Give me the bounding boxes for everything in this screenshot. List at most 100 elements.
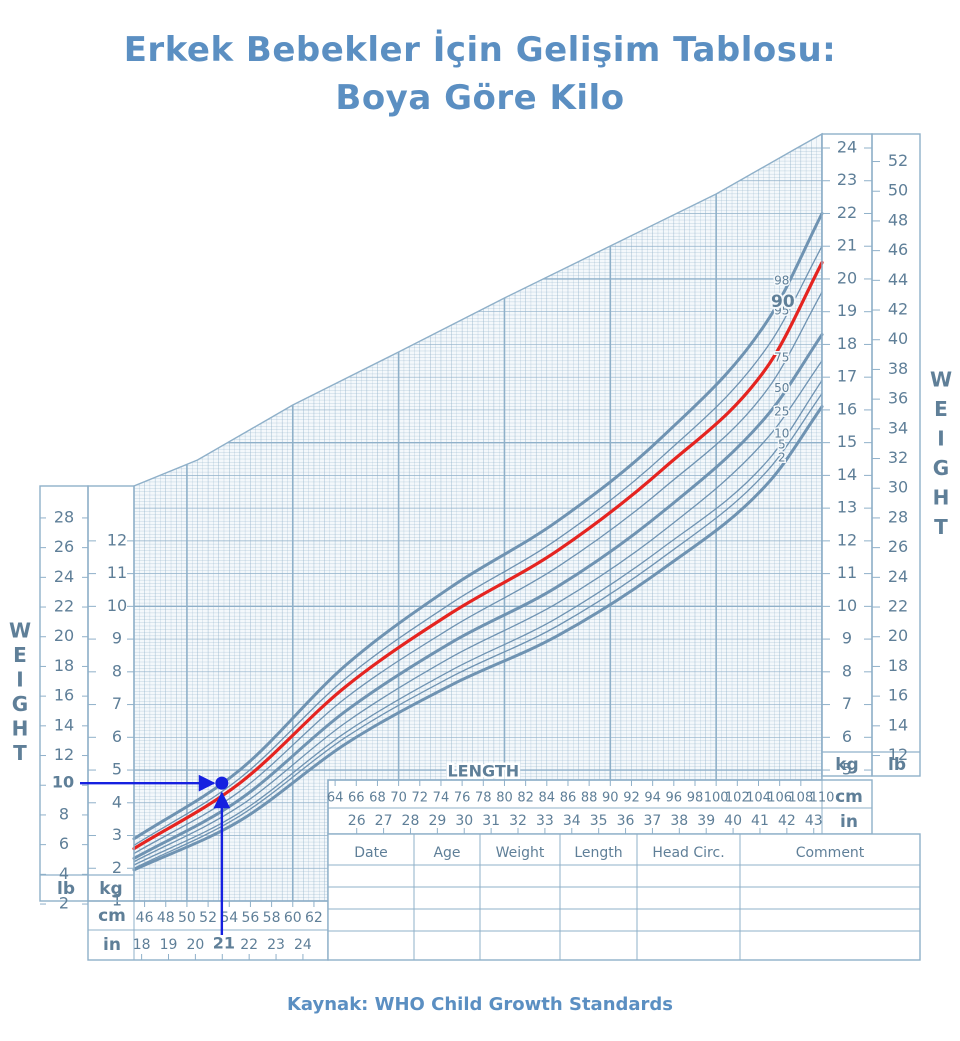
cm-tick-label-high: 78: [475, 791, 492, 806]
in-unit-label-high: in: [840, 812, 858, 832]
kg-tick-label-left: 5: [112, 760, 122, 779]
y-axis-title-left-letter: G: [12, 692, 28, 716]
record-table-header: Head Circ.: [652, 845, 724, 861]
lb-tick-label-right: 26: [888, 537, 908, 556]
lb-tick-label-right: 40: [888, 329, 908, 348]
cm-tick-label-high: 90: [602, 791, 619, 806]
kg-tick-label-left: 1: [112, 891, 122, 910]
in-tick-label-high: 33: [536, 813, 554, 829]
cm-tick-label-high: 74: [433, 791, 450, 806]
kg-tick-label-left: 8: [112, 661, 122, 680]
kg-tick-label-right: 20: [837, 268, 857, 287]
kg-tick-label-left: 12: [107, 530, 127, 549]
in-tick-label-high: 41: [751, 813, 769, 829]
y-axis-title-right-letter: G: [933, 456, 949, 480]
percentile-50-label: 50: [774, 381, 789, 395]
lb-tick-label-right: 38: [888, 359, 908, 378]
kg-tick-label-left: 4: [112, 792, 122, 811]
in-tick-label-low: 23: [267, 937, 285, 953]
cm-tick-label-high: 98: [687, 791, 704, 806]
cm-tick-label-high: 108: [788, 791, 813, 806]
lb-tick-label-right: 16: [888, 686, 908, 705]
right-lb-panel: [871, 133, 921, 777]
cm-tick-label-low: 62: [305, 910, 323, 926]
record-table-header: Date: [354, 845, 387, 861]
in-tick-label-high: 38: [670, 813, 688, 829]
kg-tick-label-right: 6: [842, 727, 852, 746]
cm-tick-label-high: 96: [666, 791, 683, 806]
kg-tick-label-right: 9: [842, 629, 852, 648]
cm-tick-label-low: 54: [220, 910, 238, 926]
lb-tick-label-right: 46: [888, 240, 908, 259]
in-tick-label-high: 28: [402, 813, 420, 829]
in-tick-label-high: 40: [724, 813, 742, 829]
lb-tick-label-left: 22: [54, 597, 74, 616]
cm-tick-label-low: 50: [178, 910, 196, 926]
percentile-10-label: 10: [774, 427, 789, 441]
cm-tick-label-high: 76: [454, 791, 471, 806]
in-tick-label-high: 30: [455, 813, 473, 829]
percentile-75-label: 75: [774, 351, 789, 365]
cm-unit-label-low: cm: [98, 906, 126, 926]
in-tick-label-high: 39: [697, 813, 715, 829]
cm-tick-label-high: 82: [517, 791, 534, 806]
lb-tick-label-right: 36: [888, 389, 908, 408]
lb-tick-label-right: 14: [888, 715, 908, 734]
lb-tick-label-right: 20: [888, 626, 908, 645]
kg-tick-label-right: 21: [837, 236, 857, 255]
cm-tick-label-low: 46: [136, 910, 154, 926]
kg-tick-label-right: 5: [842, 760, 852, 779]
percentile-75-line: [133, 291, 823, 855]
cm-tick-label-high: 80: [496, 791, 513, 806]
lb-tick-label-left: 10: [54, 775, 74, 794]
cm-tick-label-high: 110: [810, 791, 835, 806]
source-caption: Kaynak: WHO Child Growth Standards: [286, 994, 674, 1015]
lb-tick-label-left: 24: [54, 567, 74, 586]
y-axis-title-right-letter: I: [937, 427, 944, 451]
y-axis-title-left-letter: T: [13, 741, 27, 765]
in-unit-label-low: in: [103, 935, 121, 955]
kg-tick-label-left: 3: [112, 825, 122, 844]
cm-tick-label-high: 72: [412, 791, 429, 806]
lb-tick-label-right: 18: [888, 656, 908, 675]
chart-title-line-1: Erkek Bebekler İçin Gelişim Tablosu:: [123, 30, 837, 70]
in-tick-label-high: 26: [348, 813, 366, 829]
lb-tick-label-right: 42: [888, 300, 908, 319]
percentile-25-line: [133, 360, 823, 863]
record-table-header: Weight: [496, 845, 545, 861]
lb-tick-label-right: 44: [888, 270, 908, 289]
lb-tick-label-right: 34: [888, 418, 908, 437]
y-axis-title-left-letter: W: [9, 619, 31, 643]
lb-tick-label-right: 52: [888, 151, 908, 170]
record-table: [327, 833, 921, 961]
in-tick-label-low: 20: [186, 937, 204, 953]
lb-tick-label-left: 6: [59, 834, 69, 853]
percentile-90-line: [132, 261, 824, 851]
kg-unit-label-left: kg: [99, 879, 122, 899]
kg-tick-label-right: 18: [837, 334, 857, 353]
cm-tick-label-high: 68: [369, 791, 386, 806]
lb-tick-label-left: 4: [59, 864, 69, 883]
y-axis-title-left-letter: E: [13, 643, 27, 667]
in-tick-label-high: 27: [375, 813, 393, 829]
record-table-header: Length: [574, 845, 622, 861]
percentile-10-line: [133, 379, 823, 866]
cm-tick-label-high: 66: [348, 791, 365, 806]
cm-tick-label-low: 48: [157, 910, 175, 926]
kg-unit-label-right: kg: [835, 755, 858, 775]
kg-tick-label-right: 14: [837, 465, 857, 484]
kg-tick-label-right: 24: [837, 138, 857, 157]
example-data-point: [215, 776, 229, 790]
cm-tick-label-low: 60: [284, 910, 302, 926]
percentile-90-label: 90: [771, 292, 795, 312]
kg-tick-label-left: 10: [107, 596, 127, 615]
lb-tick-label-left: 14: [54, 715, 74, 734]
lb-tick-label-left: 12: [54, 745, 74, 764]
in-tick-label-low: 24: [294, 937, 312, 953]
kg-tick-label-right: 22: [837, 203, 857, 222]
lb-tick-label-left: 2: [59, 894, 69, 913]
lb-tick-label-left: 26: [54, 537, 74, 556]
example-weight-label: 10: [52, 773, 74, 792]
y-axis-title-right-letter: H: [933, 486, 950, 510]
